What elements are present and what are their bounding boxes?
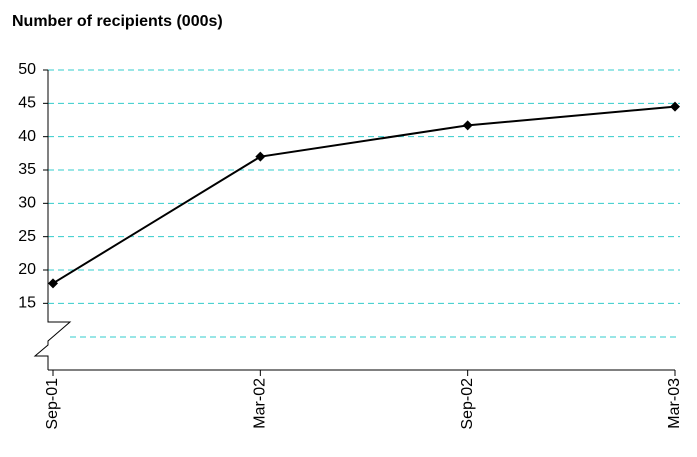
x-tick-label: Mar-02 bbox=[252, 378, 269, 429]
point-marker bbox=[255, 151, 266, 162]
y-tick-label: 25 bbox=[18, 228, 36, 245]
y-tick-label: 15 bbox=[18, 295, 36, 312]
point-marker bbox=[670, 101, 680, 112]
y-tick-label: 20 bbox=[18, 261, 36, 278]
x-tick-label: Mar-03 bbox=[666, 378, 683, 429]
series-line bbox=[52, 105, 676, 285]
chart-title: Number of recipients (000s) bbox=[12, 13, 223, 30]
x-tick-label: Sep-02 bbox=[459, 378, 476, 430]
point-marker bbox=[48, 278, 58, 289]
y-tick-label: 30 bbox=[18, 195, 36, 212]
y-tick-label: 35 bbox=[18, 161, 36, 178]
x-tick-label: Sep-01 bbox=[44, 378, 61, 430]
y-tick-label: 40 bbox=[18, 128, 36, 145]
point-marker bbox=[462, 120, 473, 131]
y-tick-label: 50 bbox=[18, 61, 36, 78]
y-tick-label: 45 bbox=[18, 95, 36, 112]
axis-break bbox=[33, 303, 72, 370]
